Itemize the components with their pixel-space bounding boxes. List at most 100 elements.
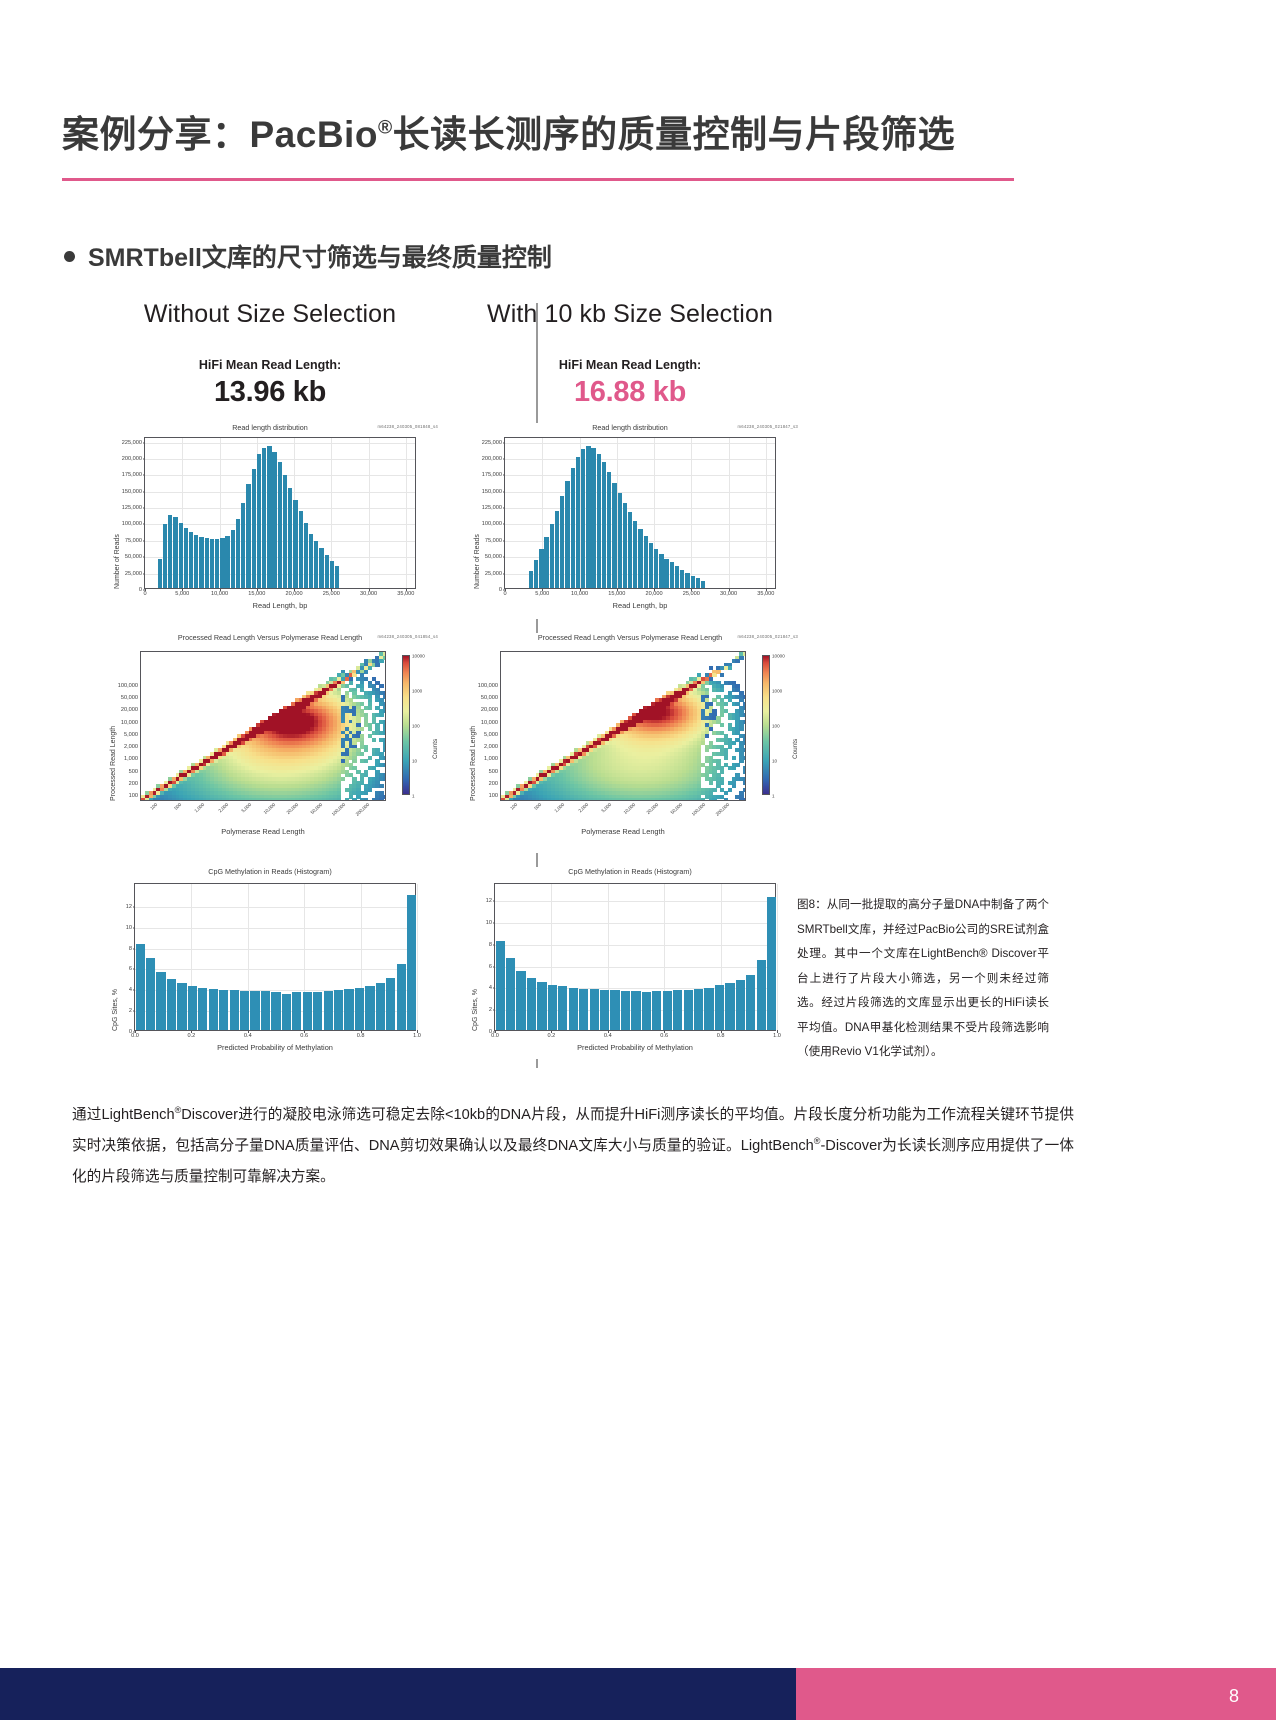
registered-mark-icon: ® bbox=[378, 118, 393, 139]
bar bbox=[205, 538, 209, 588]
bar bbox=[659, 554, 663, 588]
y-tick-label: 20,000 bbox=[121, 707, 138, 713]
y-tick-mark bbox=[493, 923, 496, 924]
bar bbox=[600, 990, 609, 1030]
gridline bbox=[505, 524, 775, 525]
hifi-value-left: 13.96 kb bbox=[100, 376, 440, 409]
bar bbox=[288, 488, 292, 588]
bar bbox=[597, 454, 601, 588]
bar bbox=[250, 991, 259, 1030]
bar bbox=[670, 562, 674, 588]
x-tick-label: 0.6 bbox=[660, 1033, 668, 1039]
heat-cell bbox=[724, 791, 728, 795]
heat-cell bbox=[720, 723, 724, 727]
y-tick-mark bbox=[143, 442, 146, 443]
x-tick-label: 0.0 bbox=[491, 1033, 499, 1039]
y-tick-label: 225,000 bbox=[122, 440, 142, 446]
heat-cell bbox=[364, 748, 368, 752]
bar bbox=[262, 448, 266, 588]
color-bar-tick-label: 1 bbox=[412, 794, 415, 799]
y-axis-label: Number of Reads bbox=[114, 534, 121, 589]
y-tick-label: 25,000 bbox=[125, 571, 142, 577]
heat-cell bbox=[743, 756, 745, 760]
x-tick-mark bbox=[417, 1030, 418, 1033]
x-tick-label: 0.8 bbox=[717, 1033, 725, 1039]
x-tick-label: 25,000 bbox=[683, 591, 700, 597]
heat-cell bbox=[341, 777, 345, 781]
x-tick-label: 0.4 bbox=[604, 1033, 612, 1039]
y-tick-mark bbox=[503, 442, 506, 443]
bar bbox=[236, 519, 240, 588]
x-tick-label: 20,000 bbox=[646, 802, 660, 815]
heat-cell bbox=[712, 788, 716, 792]
y-tick-label: 200,000 bbox=[482, 456, 502, 462]
bar bbox=[386, 978, 395, 1030]
y-tick-mark bbox=[143, 491, 146, 492]
heat-cell bbox=[724, 702, 728, 706]
footer-bar-navy bbox=[0, 1668, 796, 1720]
x-tick-mark bbox=[654, 588, 655, 591]
y-tick-label: 2,000 bbox=[484, 744, 498, 750]
heat-cell bbox=[720, 688, 724, 692]
x-tick-label: 50,000 bbox=[669, 802, 683, 815]
x-tick-label: 30,000 bbox=[720, 591, 737, 597]
x-tick-label: 200,000 bbox=[715, 802, 731, 817]
x-tick-label: 5,000 bbox=[241, 802, 253, 813]
y-tick-label: 10 bbox=[126, 925, 132, 931]
y-tick-label: 10 bbox=[486, 920, 492, 926]
column-without-size-selection: Without Size Selection HiFi Mean Read Le… bbox=[100, 300, 440, 1059]
body-paragraph: 通过LightBench®Discover进行的凝胶电泳筛选可稳定去除<10kb… bbox=[72, 1100, 1074, 1193]
heat-cell bbox=[372, 738, 376, 742]
y-tick-label: 500 bbox=[129, 769, 138, 775]
y-tick-label: 12 bbox=[486, 898, 492, 904]
heat-cell bbox=[364, 791, 368, 795]
bar bbox=[544, 537, 548, 588]
bar bbox=[240, 991, 249, 1030]
gridline bbox=[495, 967, 775, 968]
x-tick-label: 0.8 bbox=[357, 1033, 365, 1039]
heat-cell bbox=[383, 695, 385, 699]
y-tick-label: 75,000 bbox=[485, 538, 502, 544]
heat-cell bbox=[743, 720, 745, 724]
bar bbox=[163, 524, 167, 588]
x-tick-mark bbox=[331, 588, 332, 591]
x-tick-mark bbox=[608, 1030, 609, 1033]
x-tick-label: 0 bbox=[143, 591, 146, 597]
bar bbox=[330, 561, 334, 588]
plot-area: 100,000 50,000 20,000 10,000 5,000 2,000 1,000… bbox=[500, 651, 746, 801]
bar bbox=[325, 555, 329, 588]
bar bbox=[179, 523, 183, 588]
section-heading-label: SMRTbell文库的尺寸筛选与最终质量控制 bbox=[88, 238, 552, 274]
heat-cell bbox=[360, 727, 364, 731]
heat-cell bbox=[739, 759, 743, 763]
bar bbox=[319, 548, 323, 588]
y-tick-mark bbox=[143, 475, 146, 476]
gridline bbox=[505, 492, 775, 493]
y-tick-label: 2,000 bbox=[124, 744, 138, 750]
plot-area: 0 2 4 6 8 10 12 0.0 0.2 0.4 0.6 0.8 1.0 bbox=[494, 883, 776, 1031]
y-tick-label: 225,000 bbox=[482, 440, 502, 446]
bar bbox=[283, 475, 287, 588]
gridline bbox=[135, 928, 415, 929]
bar bbox=[271, 992, 280, 1030]
x-tick-mark bbox=[145, 588, 146, 591]
bar bbox=[210, 539, 214, 588]
bar bbox=[506, 958, 515, 1030]
gridline bbox=[135, 949, 415, 950]
x-tick-label: 100 bbox=[149, 802, 158, 811]
y-tick-label: 200 bbox=[129, 781, 138, 787]
bar bbox=[607, 472, 611, 588]
x-tick-label: 25,000 bbox=[323, 591, 340, 597]
plot-area: 0 25,000 50,000 75,000 100,000 125,000 150,000… bbox=[504, 437, 776, 589]
bar bbox=[591, 448, 595, 588]
heat-cell bbox=[383, 709, 385, 713]
y-tick-label: 100,000 bbox=[482, 521, 502, 527]
y-tick-mark bbox=[503, 524, 506, 525]
x-tick-mark bbox=[191, 1030, 192, 1033]
x-tick-mark bbox=[248, 1030, 249, 1033]
heat-cell bbox=[379, 684, 383, 688]
heat-cell bbox=[724, 798, 728, 800]
heat-cell bbox=[709, 781, 713, 785]
x-tick-label: 50,000 bbox=[309, 802, 323, 815]
x-tick-label: 5,000 bbox=[175, 591, 189, 597]
